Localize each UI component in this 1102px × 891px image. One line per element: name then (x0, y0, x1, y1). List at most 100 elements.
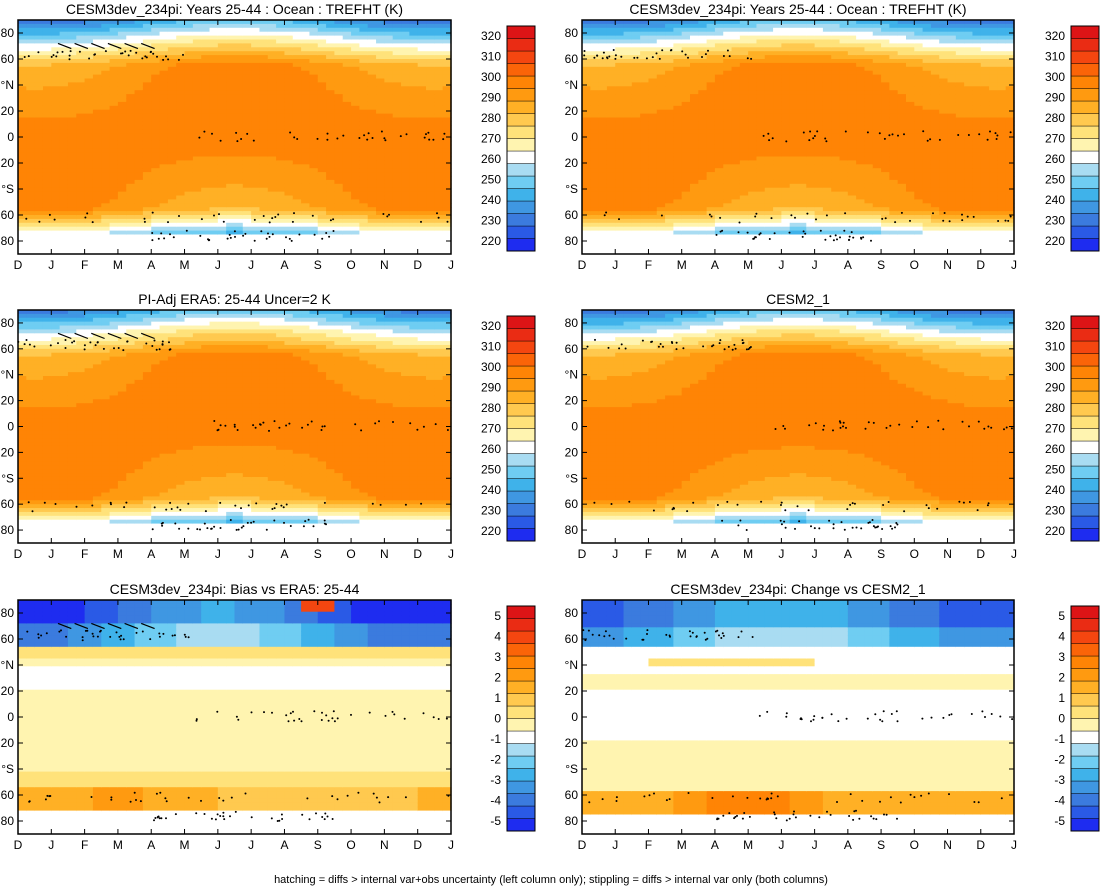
field-cell (351, 152, 361, 158)
field-cell (598, 187, 608, 193)
field-cell (615, 31, 625, 37)
field-cell (376, 47, 385, 52)
field-cell (84, 140, 94, 146)
field-cell (134, 183, 144, 189)
field-cell (731, 39, 741, 44)
field-cell (192, 20, 202, 25)
field-cell (606, 90, 616, 95)
field-cell (582, 70, 591, 76)
field-cell (606, 137, 616, 142)
field-cell (226, 74, 236, 80)
field-cell (167, 179, 177, 185)
field-cell (326, 199, 336, 204)
field-cell (442, 117, 452, 122)
field-cell (267, 218, 277, 224)
field-cell (773, 55, 782, 60)
field-cell (426, 105, 435, 111)
field-cell (117, 125, 127, 130)
field-cell (714, 98, 724, 103)
field-cell (292, 90, 302, 95)
field-cell (334, 160, 344, 165)
field-cell (640, 164, 650, 169)
field-cell (739, 66, 749, 72)
field-cell (192, 55, 202, 60)
field-cell (159, 183, 169, 189)
field-cell (623, 160, 633, 165)
field-cell (723, 238, 733, 243)
field-cell (590, 250, 600, 255)
field-cell (606, 117, 616, 122)
field-cell (34, 191, 44, 197)
field-cell (582, 66, 591, 72)
field-cell (126, 156, 136, 161)
field-cell (789, 117, 799, 122)
field-cell (631, 117, 641, 122)
field-cell (76, 176, 86, 181)
field-cell (234, 222, 244, 228)
field-cell (176, 238, 186, 243)
field-cell (84, 94, 94, 99)
field-cell (731, 211, 741, 216)
field-cell (317, 59, 327, 64)
stipple-dot (267, 232, 269, 235)
field-cell (92, 27, 102, 33)
field-cell (640, 105, 650, 111)
field-cell (217, 183, 227, 189)
stipple-dot (325, 232, 328, 234)
field-cell (301, 51, 311, 56)
field-cell (317, 172, 327, 177)
field-cell (34, 90, 44, 95)
field-cell (18, 35, 27, 41)
field-cell (739, 226, 749, 232)
field-cell (731, 172, 741, 177)
field-cell (84, 183, 94, 189)
field-cell (67, 250, 77, 255)
field-cell (781, 62, 791, 68)
field-cell (59, 59, 69, 64)
field-cell (126, 218, 136, 224)
field-cell (67, 101, 77, 107)
field-cell (409, 51, 419, 56)
field-cell (134, 66, 144, 72)
field-cell (217, 218, 227, 224)
field-cell (251, 246, 261, 251)
field-cell (284, 62, 294, 68)
field-cell (42, 31, 52, 37)
field-cell (42, 137, 52, 142)
field-cell (409, 27, 419, 33)
field-cell (656, 133, 666, 138)
field-cell (401, 86, 410, 91)
field-cell (789, 27, 799, 33)
field-cell (789, 31, 799, 37)
field-cell (690, 70, 699, 76)
field-cell (631, 222, 641, 228)
field-cell (764, 226, 774, 232)
field-cell (84, 43, 94, 48)
field-cell (234, 133, 244, 138)
field-cell (714, 199, 724, 204)
field-cell (326, 207, 336, 212)
field-cell (76, 39, 86, 44)
field-cell (217, 27, 227, 33)
field-cell (326, 129, 336, 134)
field-cell (151, 98, 161, 103)
field-cell (284, 238, 294, 243)
field-cell (301, 113, 311, 119)
field-cell (134, 35, 144, 41)
stipple-dot (240, 138, 243, 140)
field-cell (42, 82, 52, 87)
field-cell (109, 74, 119, 80)
field-cell (665, 203, 674, 208)
field-cell (276, 176, 286, 181)
field-cell (426, 164, 435, 169)
field-cell (756, 51, 766, 56)
field-cell (209, 222, 219, 228)
field-cell (351, 203, 361, 208)
field-cell (76, 183, 86, 189)
field-cell (309, 191, 319, 197)
field-cell (665, 215, 674, 220)
field-cell (126, 27, 136, 33)
field-cell (42, 35, 52, 41)
field-cell (681, 66, 691, 72)
field-cell (598, 218, 608, 224)
